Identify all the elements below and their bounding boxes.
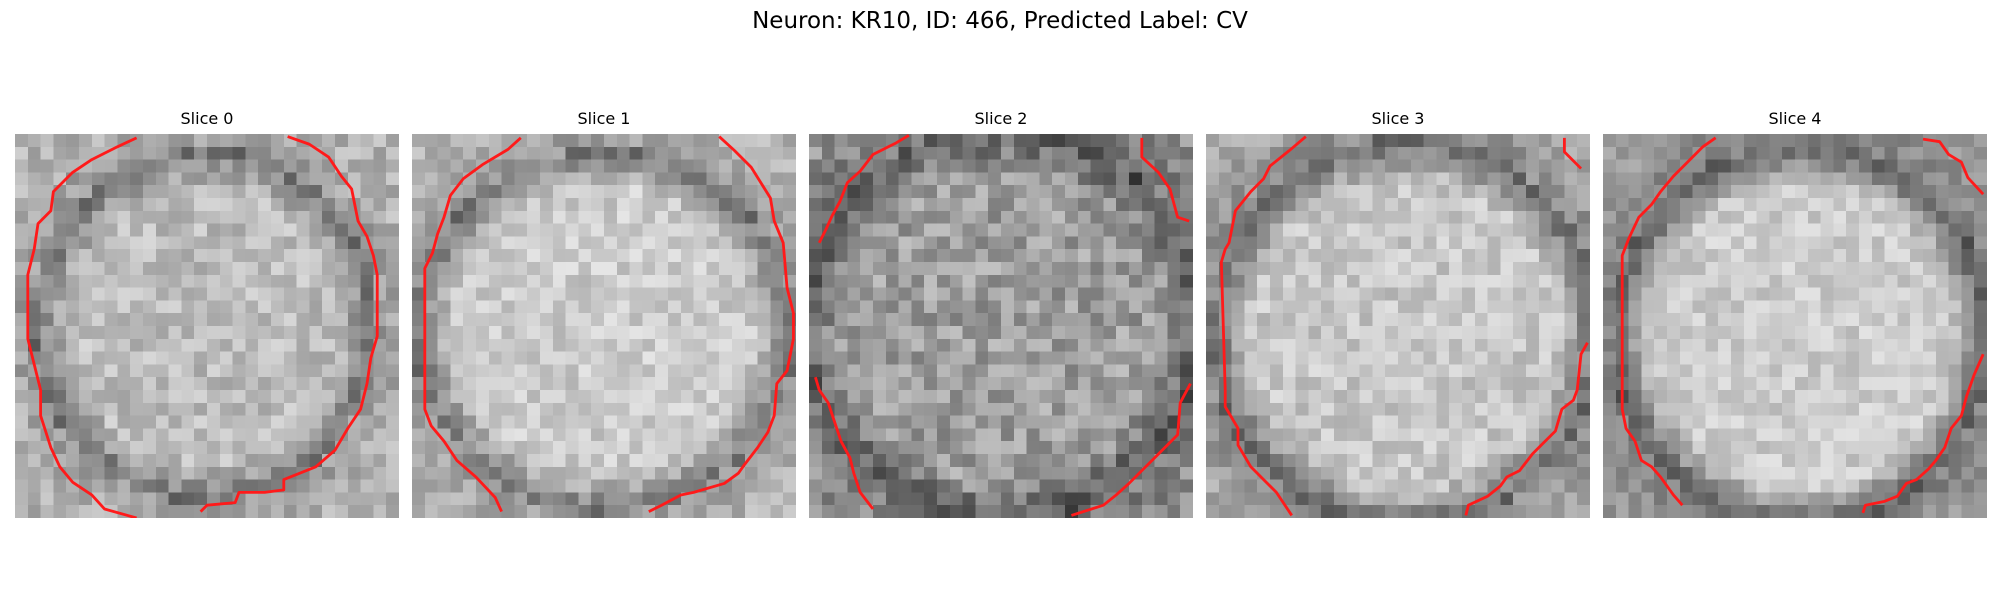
segmentation-contour	[423, 136, 522, 513]
segmentation-contour	[199, 135, 379, 513]
slice-title-0: Slice 0	[180, 109, 234, 128]
pixel-grid	[15, 134, 399, 518]
segmentation-contour	[814, 376, 875, 510]
slice-panel-2: Slice 2	[809, 108, 1193, 520]
segmentation-contour	[1562, 137, 1583, 170]
segmentation-contour	[1070, 382, 1192, 517]
segmentation-contour	[648, 135, 795, 513]
slice-image-3	[1206, 134, 1590, 518]
slice-title-2: Slice 2	[974, 109, 1028, 128]
segmentation-contour	[1620, 136, 1717, 507]
segmentation-contour	[1140, 137, 1190, 223]
segmentation-contour	[1219, 135, 1307, 517]
slice-image-2	[809, 134, 1193, 518]
slice-title-4: Slice 4	[1768, 109, 1822, 128]
slice-panel-4: Slice 4	[1603, 108, 1987, 520]
slice-panel-1: Slice 1	[412, 108, 796, 520]
figure-title: Neuron: KR10, ID: 466, Predicted Label: …	[752, 8, 1248, 34]
segmentation-contour	[817, 134, 910, 244]
slice-image-1	[412, 134, 796, 518]
slice-image-4	[1603, 134, 1987, 518]
slice-title-1: Slice 1	[577, 109, 631, 128]
pixel-grid	[412, 134, 796, 518]
pixel-grid	[809, 134, 1193, 518]
segmentation-contour	[1922, 137, 1985, 196]
slice-image-0	[15, 134, 399, 518]
slice-panel-3: Slice 3	[1206, 108, 1590, 520]
slice-title-3: Slice 3	[1371, 109, 1425, 128]
pixel-grid	[1206, 134, 1590, 518]
segmentation-contour	[1464, 341, 1589, 516]
slice-panel-0: Slice 0	[15, 108, 399, 520]
segmentation-contour	[26, 136, 138, 518]
segmentation-contour	[1861, 353, 1985, 514]
